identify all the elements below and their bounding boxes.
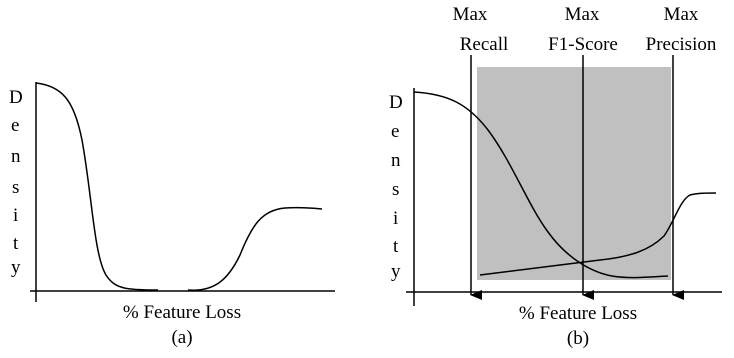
panel-b-y-axis-label: D e n s i t y xyxy=(389,92,403,282)
panel-b-y-letter: y xyxy=(391,261,401,282)
max-recall-label-line1: Max xyxy=(453,4,488,25)
panel-a-density-curve-right xyxy=(187,206,323,291)
panel-b-x-axis-label: % Feature Loss xyxy=(519,303,637,324)
panel-b-decreasing-curve xyxy=(413,91,669,279)
panel-a-x-axis-label: % Feature Loss xyxy=(123,302,241,323)
panel-b-y-letter: e xyxy=(391,121,399,142)
max-precision-label-line1: Max xyxy=(664,4,699,25)
panel-b-y-letter: t xyxy=(393,236,399,257)
panel-a-y-letter: e xyxy=(11,115,19,136)
panel-b-y-letter: n xyxy=(391,150,401,171)
panel-a: D e n s i t y % Feature Loss (a) xyxy=(9,82,335,348)
max-precision-label-line2: Precision xyxy=(646,34,717,55)
panel-b-marker-labels: Max Recall Max F1-Score Max Precision xyxy=(453,4,717,55)
panel-a-caption: (a) xyxy=(171,327,192,348)
panel-a-y-letter: y xyxy=(11,257,21,278)
panel-a-y-letter: i xyxy=(13,205,18,226)
panel-b-increasing-curve xyxy=(479,192,717,276)
panel-a-y-letter: n xyxy=(11,146,21,167)
panel-a-y-axis-label: D e n s i t y xyxy=(9,87,23,278)
panel-a-y-letter: D xyxy=(9,87,23,108)
panel-b-shaded-region xyxy=(477,67,671,280)
panel-b-y-letter: i xyxy=(393,208,398,229)
panel-a-y-letter: t xyxy=(13,233,19,254)
panel-a-y-letter: s xyxy=(12,177,19,198)
max-f1-label-line1: Max xyxy=(565,4,600,25)
panel-a-density-curve-left xyxy=(35,82,159,291)
max-f1-label-line2: F1-Score xyxy=(548,34,618,55)
max-recall-label-line2: Recall xyxy=(460,34,509,55)
panel-b: Max Recall Max F1-Score Max Precision D … xyxy=(389,4,722,349)
panel-b-y-letter: s xyxy=(392,179,399,200)
panel-b-caption: (b) xyxy=(567,328,589,349)
panel-b-y-letter: D xyxy=(389,92,403,113)
